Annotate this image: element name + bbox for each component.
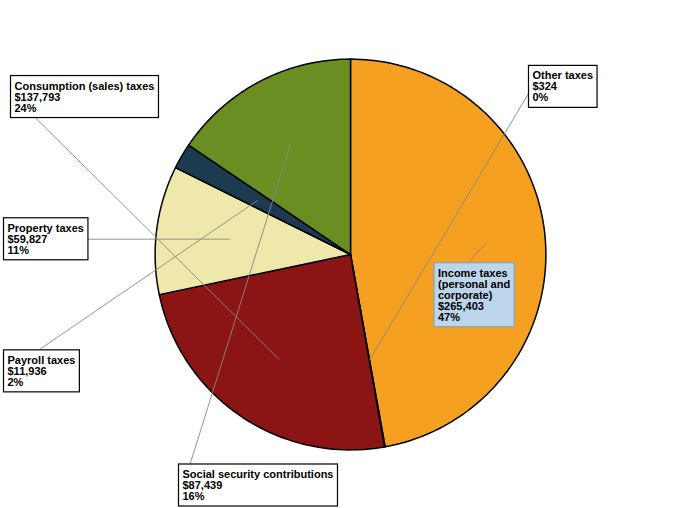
svg-text:Income taxes(personal andcorpo: Income taxes(personal andcorporate)$265,… [438,267,510,323]
svg-text:Other taxes$3240%0: Other taxes$3240%0 [533,69,594,103]
svg-text:Property taxes$59,82711%11: Property taxes$59,82711%11 [8,222,84,256]
svg-text:Consumption (sales) taxes$137,: Consumption (sales) taxes$137,79324%24 [15,80,155,114]
svg-text:Social security contributions$: Social security contributions$87,43916%1… [183,468,334,502]
svg-text:Payroll taxes$11,9362%2: Payroll taxes$11,9362%2 [8,354,76,388]
